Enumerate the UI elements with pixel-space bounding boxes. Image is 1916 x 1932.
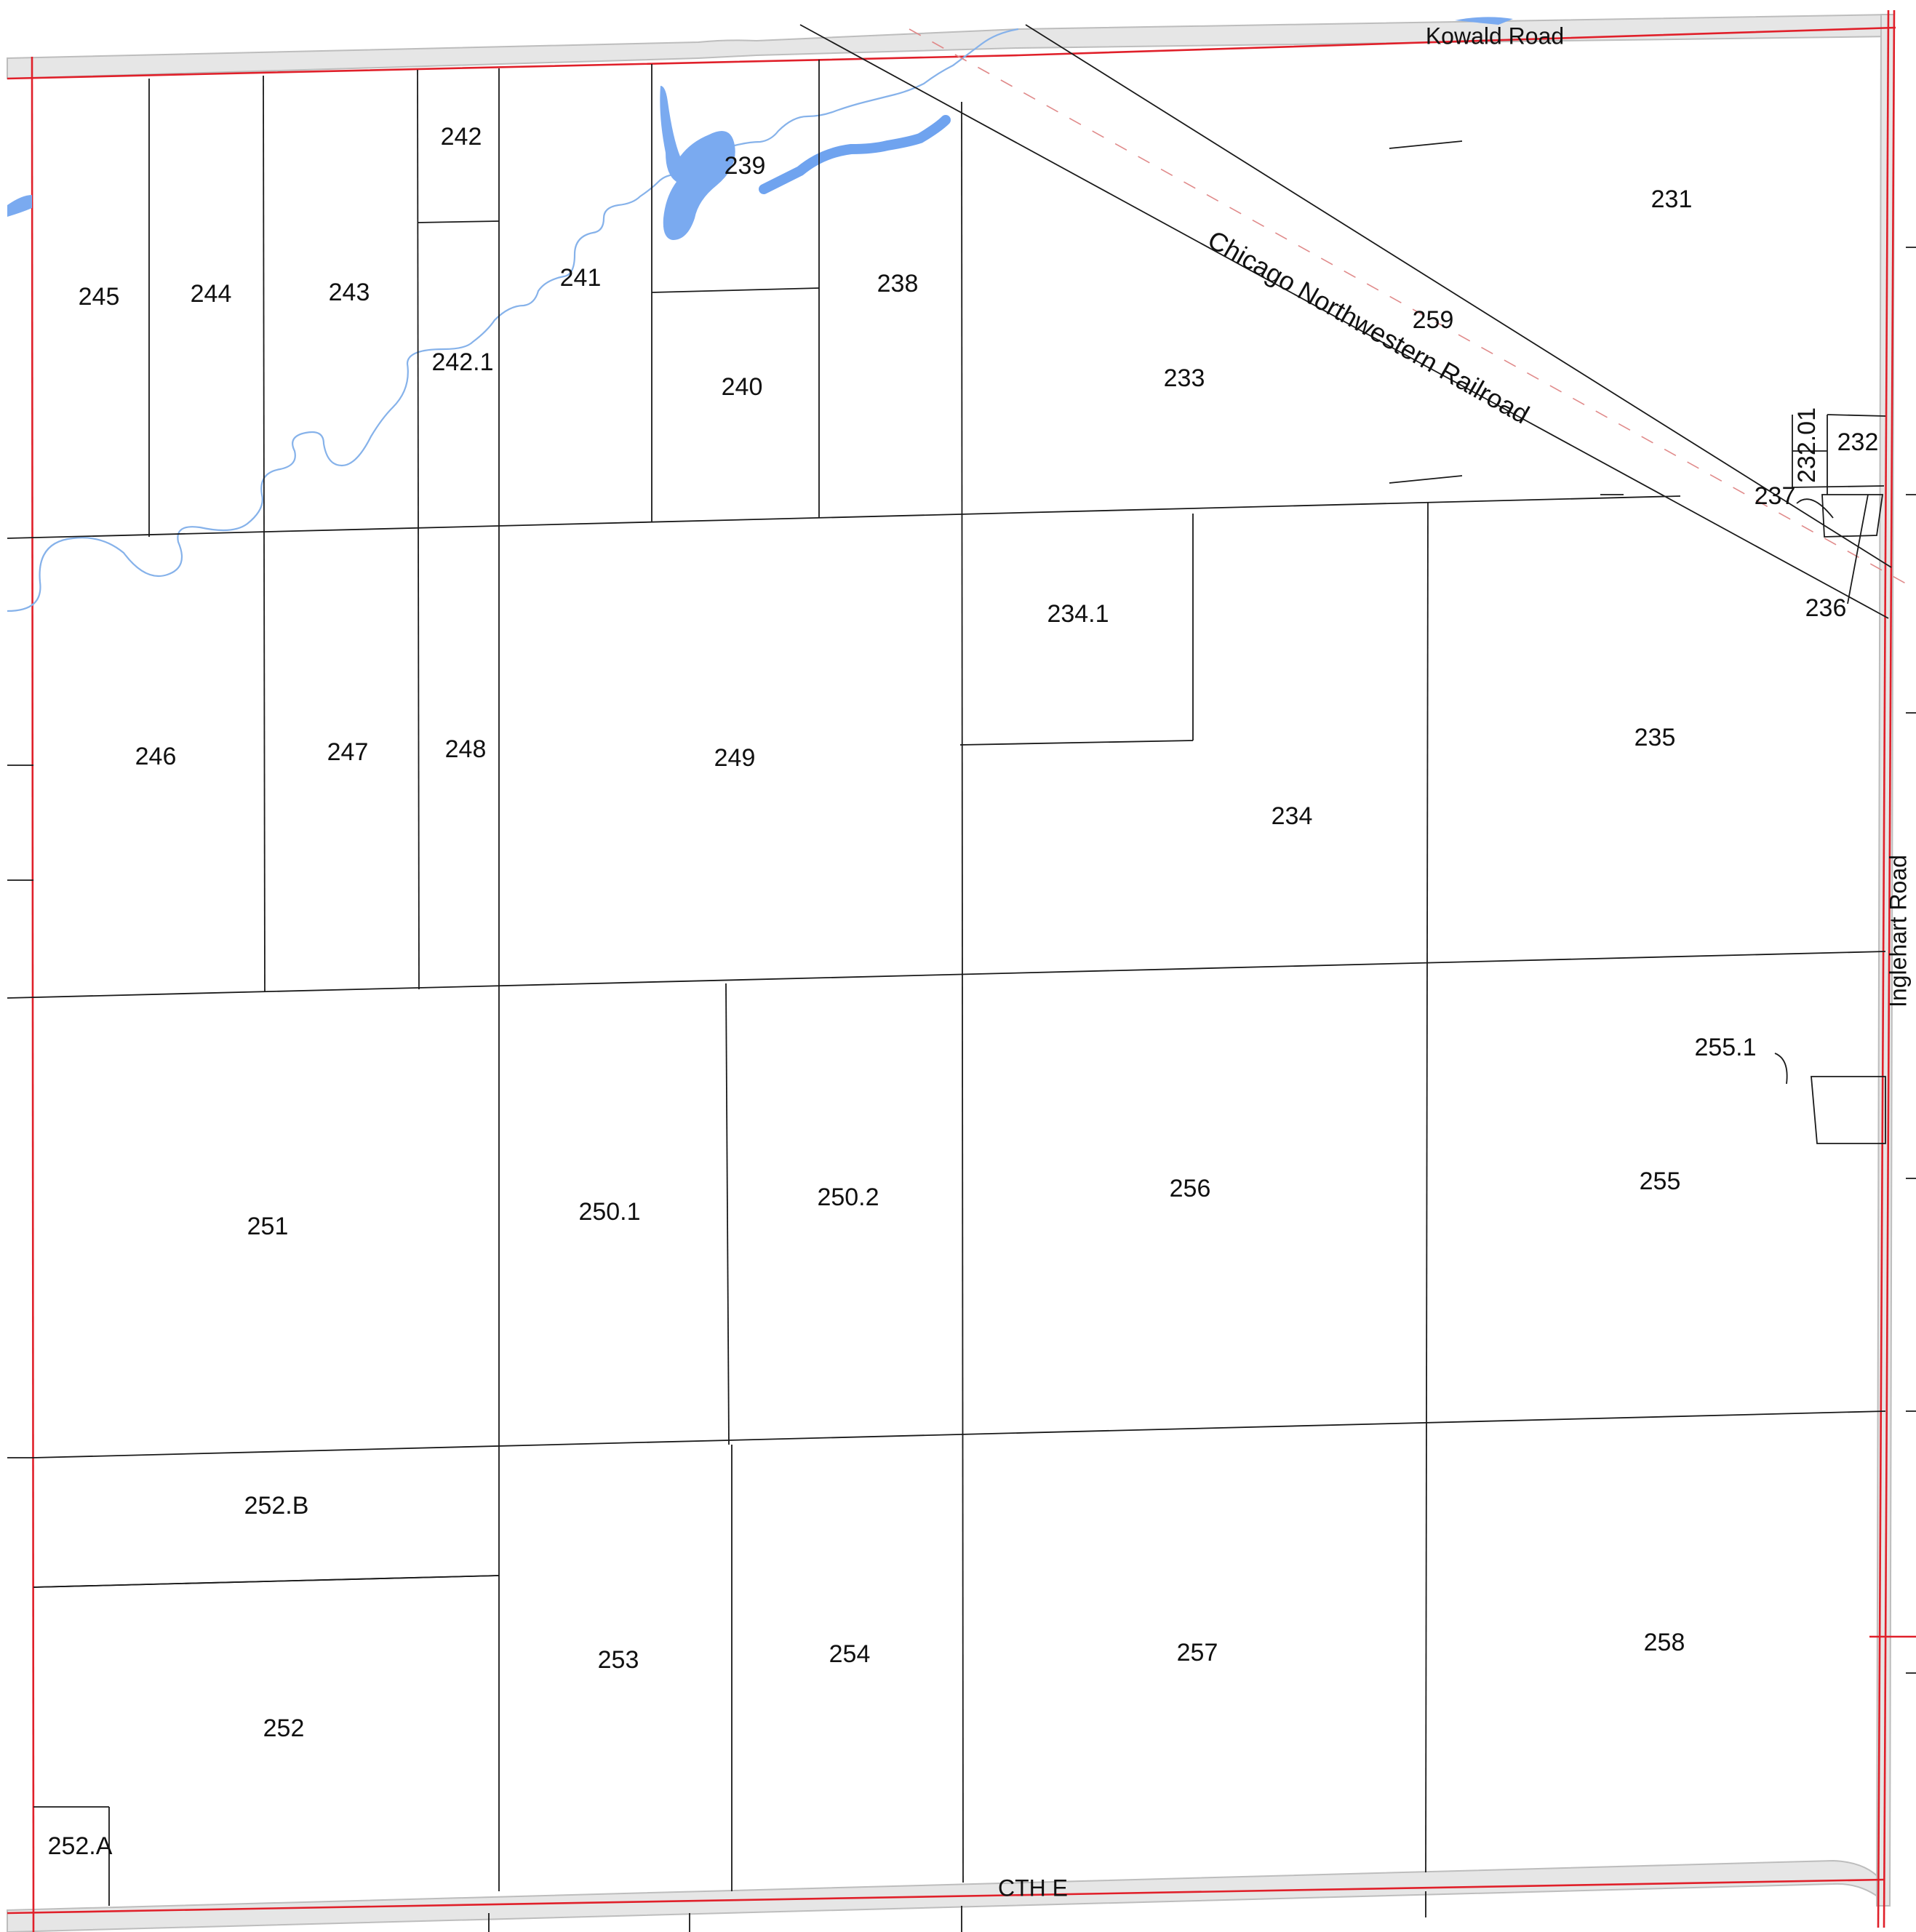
parcel-254-label: 254 xyxy=(829,1640,871,1668)
parcel-249-label: 249 xyxy=(714,744,756,772)
parcel-242-label: 242 xyxy=(441,123,482,151)
parcel-233-label: 233 xyxy=(1164,364,1205,392)
lake-fragment-nw xyxy=(7,195,32,217)
parcel-232-01-label: 232.01 xyxy=(1793,407,1821,483)
water-features xyxy=(7,17,1513,612)
river-branch xyxy=(759,115,951,194)
parcel-250-2-label: 250.2 xyxy=(817,1183,879,1211)
parcel-236-label: 236 xyxy=(1805,594,1847,622)
parcel-256-label: 256 xyxy=(1170,1175,1211,1202)
parcel-257-label: 257 xyxy=(1177,1639,1218,1666)
parcel-244-label: 244 xyxy=(191,280,232,308)
parcel-253-label: 253 xyxy=(598,1646,639,1674)
parcel-231-label: 231 xyxy=(1651,185,1693,213)
parcel-252-a-label: 252.A xyxy=(48,1832,113,1860)
roads xyxy=(7,13,1896,1932)
parcel-250-1-label: 250.1 xyxy=(578,1198,640,1226)
parcel-labels: 231 232 232.01 233 234 234.1 235 236 237… xyxy=(48,123,1879,1860)
parcel-239-label: 239 xyxy=(725,152,766,180)
railroad-label: Chicago Northwestern Railroad xyxy=(1203,224,1535,429)
parcel-232-label: 232 xyxy=(1837,428,1879,456)
railroad xyxy=(799,24,1916,619)
parcel-247-label: 247 xyxy=(327,738,369,766)
parcel-252-b-label: 252.B xyxy=(244,1492,309,1520)
parcel-241-label: 241 xyxy=(560,264,602,292)
parcel-234-label: 234 xyxy=(1272,802,1313,830)
creek xyxy=(7,28,1019,612)
parcel-258-label: 258 xyxy=(1644,1629,1685,1656)
inglehart-road-label: Inglehart Road xyxy=(1885,855,1911,1007)
parcel-255-1-label: 255.1 xyxy=(1694,1034,1756,1061)
parcel-255-label: 255 xyxy=(1640,1167,1681,1195)
parcel-252-label: 252 xyxy=(263,1715,305,1742)
parcel-246-label: 246 xyxy=(135,743,177,770)
section-lines xyxy=(7,9,1916,1932)
parcel-259-label: 259 xyxy=(1413,306,1454,334)
parcel-237-label: 237 xyxy=(1755,482,1796,510)
parcel-251-label: 251 xyxy=(247,1213,289,1240)
parcel-240-label: 240 xyxy=(722,373,763,401)
kowald-road xyxy=(7,13,1896,80)
cth-e-label: CTH E xyxy=(998,1875,1068,1901)
kowald-road-label: Kowald Road xyxy=(1426,23,1564,49)
parcel-235-label: 235 xyxy=(1634,724,1676,751)
parcel-242-1-label: 242.1 xyxy=(431,348,493,376)
parcel-238-label: 238 xyxy=(877,270,919,298)
pond-239 xyxy=(660,86,735,240)
lake-fragment-n xyxy=(1455,17,1513,25)
parcel-243-label: 243 xyxy=(329,279,370,306)
parcel-248-label: 248 xyxy=(445,735,487,763)
parcel-234-1-label: 234.1 xyxy=(1047,600,1109,628)
parcel-245-label: 245 xyxy=(79,283,120,311)
parcel-lines xyxy=(7,60,1916,1932)
